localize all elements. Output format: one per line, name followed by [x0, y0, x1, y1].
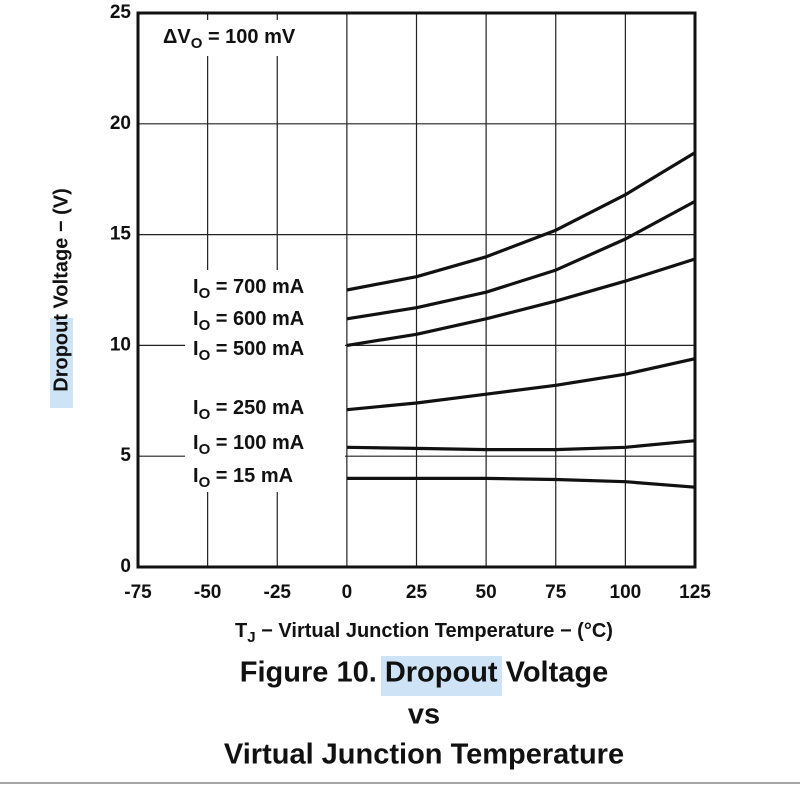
- y-tick-label: 15: [110, 224, 132, 245]
- text-part: J: [247, 629, 255, 646]
- text-part: O: [199, 285, 211, 302]
- x-tick-label: 75: [545, 582, 567, 603]
- text-part: I: [193, 308, 199, 330]
- text-part: T: [235, 620, 247, 642]
- text-part: = 100 mA: [210, 432, 304, 454]
- text-part: = 15 mA: [210, 465, 293, 487]
- x-axis-label: TJ − Virtual Junction Temperature − (°C): [235, 620, 613, 646]
- x-tick-label: -75: [124, 582, 152, 603]
- series-label: IO = 15 mA: [193, 465, 293, 491]
- series-line: [346, 476, 696, 489]
- series-label: IO = 600 mA: [193, 308, 304, 334]
- series-label: IO = 500 mA: [193, 338, 304, 364]
- text-part: I: [193, 465, 199, 487]
- text-part: O: [191, 35, 203, 52]
- text-part: I: [193, 338, 199, 360]
- text-part: = 250 mA: [210, 397, 304, 419]
- text-part: I: [193, 276, 199, 298]
- text-part: = 100 mV: [202, 26, 296, 48]
- text-part: ΔV: [163, 26, 191, 48]
- y-tick-label: 0: [120, 556, 131, 577]
- text-part: I: [193, 397, 199, 419]
- text-part: = 700 mA: [210, 276, 304, 298]
- label-mask: [152, 20, 322, 56]
- x-tick-label: -50: [194, 582, 221, 603]
- series-line: [346, 257, 696, 347]
- x-tick-label: -25: [264, 582, 292, 603]
- series-label: IO = 250 mA: [193, 397, 304, 423]
- text-part: I: [193, 432, 199, 454]
- selection-highlight: [381, 656, 502, 696]
- text-part: = 500 mA: [210, 338, 304, 360]
- chart-title: Virtual Junction Temperature: [224, 739, 624, 771]
- chart-title: vs: [408, 699, 440, 731]
- text-part: O: [199, 317, 211, 334]
- selection-highlight: [50, 318, 73, 408]
- x-tick-label: 25: [406, 582, 428, 603]
- y-tick-label: 10: [110, 334, 131, 355]
- text-part: = 600 mA: [210, 308, 304, 330]
- series-line: [346, 439, 696, 452]
- text-part: − Virtual Junction Temperature − (°C): [256, 620, 613, 642]
- y-tick-label: 20: [110, 113, 131, 134]
- series-line: [346, 357, 696, 412]
- y-tick-label: 5: [120, 445, 131, 466]
- chart-title: Figure 10. Dropout Voltage: [240, 657, 608, 689]
- series-label: IO = 700 mA: [193, 276, 304, 302]
- annotation: ΔVO = 100 mV: [163, 26, 296, 52]
- plot-marks: [346, 151, 696, 489]
- text-part: O: [199, 441, 211, 458]
- plot-frame: [136, 11, 697, 569]
- series-label: IO = 100 mA: [193, 432, 304, 458]
- x-tick-label: 125: [679, 582, 711, 603]
- series-line: [346, 199, 696, 321]
- x-tick-label: 50: [476, 582, 497, 603]
- y-tick-label: 25: [110, 2, 132, 23]
- label-mask: [185, 270, 345, 492]
- x-tick-label: 100: [610, 582, 642, 603]
- y-axis-label: Dropout Voltage − (V): [50, 188, 72, 392]
- series-line: [346, 151, 696, 292]
- text-part: O: [199, 474, 211, 491]
- grid: [136, 11, 697, 569]
- text-part: O: [199, 347, 211, 364]
- x-tick-label: 0: [342, 582, 353, 603]
- text-part: O: [199, 406, 211, 423]
